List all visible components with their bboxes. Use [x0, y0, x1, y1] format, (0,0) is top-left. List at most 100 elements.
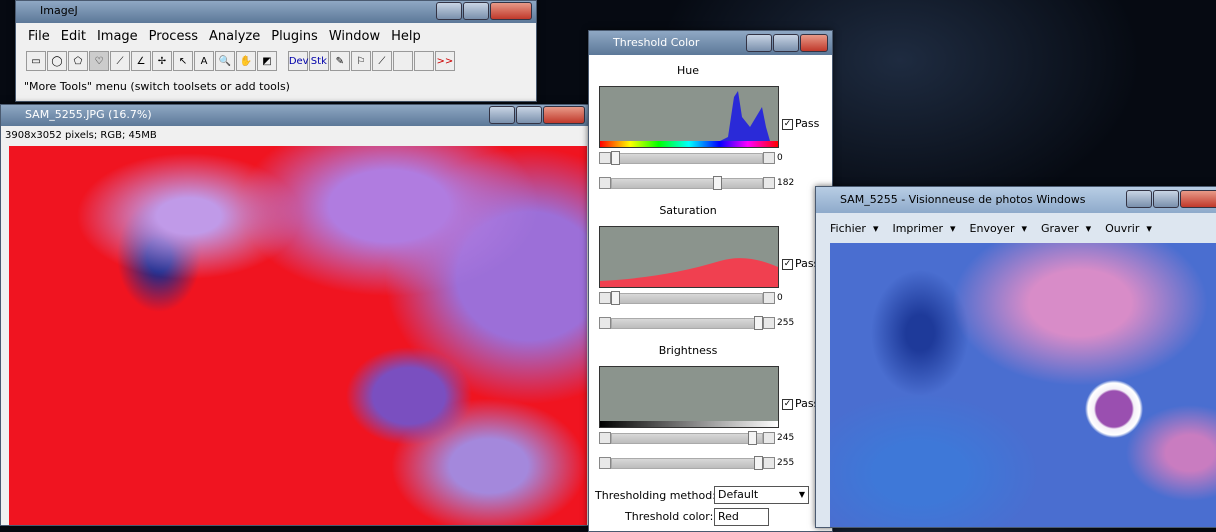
slider[interactable]	[599, 152, 775, 164]
tool[interactable]: Dev	[288, 51, 308, 71]
tool[interactable]: ◯	[47, 51, 67, 71]
menu-item[interactable]: Ouvrir ▾	[1105, 222, 1152, 235]
slider-thumb[interactable]	[713, 176, 722, 190]
tool[interactable]: Stk	[309, 51, 329, 71]
histogram	[599, 226, 779, 288]
slider-value: 245	[777, 433, 794, 443]
slider-arrow[interactable]	[599, 177, 611, 189]
section-label: Hue	[599, 64, 777, 77]
slider-thumb[interactable]	[754, 456, 763, 470]
slider-thumb[interactable]	[754, 316, 763, 330]
tool[interactable]: ⚐	[351, 51, 371, 71]
window-title: ImageJ	[40, 4, 78, 17]
tool[interactable]: ⬠	[68, 51, 88, 71]
image-window: SAM_5255.JPG (16.7%) 3908x3052 pixels; R…	[0, 104, 590, 526]
menu-item[interactable]: Graver ▾	[1041, 222, 1091, 235]
slider-arrow[interactable]	[763, 292, 775, 304]
method-label: Thresholding method:	[595, 489, 716, 502]
slider-track	[611, 458, 763, 469]
tool[interactable]: ∠	[131, 51, 151, 71]
photo-viewer-window: SAM_5255 - Visionneuse de photos Windows…	[815, 186, 1216, 528]
slider[interactable]	[599, 177, 775, 189]
pass-checkbox[interactable]: ✓	[782, 399, 793, 410]
menu-item[interactable]: Edit	[61, 29, 86, 44]
image-info: 3908x3052 pixels; RGB; 45MB	[5, 130, 157, 141]
menu-item[interactable]: Analyze	[209, 29, 260, 44]
method-value: Default	[718, 488, 758, 501]
menu-item[interactable]: Process	[149, 29, 198, 44]
slider-arrow[interactable]	[763, 432, 775, 444]
tool[interactable]: ✎	[330, 51, 350, 71]
slider-value: 0	[777, 153, 783, 163]
slider-arrow[interactable]	[763, 317, 775, 329]
slider-arrow[interactable]	[599, 292, 611, 304]
tool[interactable]: ✢	[152, 51, 172, 71]
slider[interactable]	[599, 317, 775, 329]
tool[interactable]: >>	[435, 51, 455, 71]
tool[interactable]: ⟋	[372, 51, 392, 71]
histogram	[599, 366, 779, 428]
window-title: SAM_5255 - Visionneuse de photos Windows	[840, 193, 1086, 206]
menu-item[interactable]: Imprimer ▾	[892, 222, 955, 235]
histogram-plot	[600, 227, 778, 287]
photo-image	[830, 243, 1216, 528]
menu-item[interactable]: Image	[97, 29, 138, 44]
slider-value: 182	[777, 178, 794, 188]
slider[interactable]	[599, 432, 775, 444]
slider[interactable]	[599, 292, 775, 304]
window-buttons[interactable]	[436, 2, 532, 20]
histogram	[599, 86, 779, 148]
slider-value: 255	[777, 458, 794, 468]
color-select[interactable]: Red	[714, 508, 769, 526]
section-label: Saturation	[599, 204, 777, 217]
menu-item[interactable]: Plugins	[271, 29, 318, 44]
thresholded-image	[9, 146, 587, 526]
pass-label: Pass	[795, 117, 819, 130]
tool[interactable]: A	[194, 51, 214, 71]
menu-item[interactable]: Envoyer ▾	[970, 222, 1027, 235]
tool[interactable]: ⟋	[110, 51, 130, 71]
menu-item[interactable]: Fichier ▾	[830, 222, 878, 235]
menu-bar: File Edit Image Process Analyze Plugins Window…	[28, 29, 421, 44]
pass-checkbox[interactable]: ✓	[782, 119, 793, 130]
tool[interactable]: ↖	[173, 51, 193, 71]
slider-value: 0	[777, 293, 783, 303]
slider-value: 255	[777, 318, 794, 328]
histogram-plot	[600, 87, 778, 147]
slider-track	[611, 293, 763, 304]
slider-arrow[interactable]	[763, 457, 775, 469]
slider-arrow[interactable]	[599, 317, 611, 329]
pass-checkbox[interactable]: ✓	[782, 259, 793, 270]
tool[interactable]: ✋	[236, 51, 256, 71]
section-label: Brightness	[599, 344, 777, 357]
window-buttons[interactable]	[489, 106, 585, 124]
method-select[interactable]: Default▼	[714, 486, 809, 504]
slider-arrow[interactable]	[599, 432, 611, 444]
slider-track	[611, 318, 763, 329]
menu-item[interactable]: File	[28, 29, 50, 44]
slider[interactable]	[599, 457, 775, 469]
window-title: SAM_5255.JPG (16.7%)	[25, 108, 152, 121]
slider-thumb[interactable]	[611, 151, 620, 165]
tool[interactable]: 🔍	[215, 51, 235, 71]
window-buttons[interactable]	[1126, 190, 1216, 208]
slider-arrow[interactable]	[763, 152, 775, 164]
status-line: "More Tools" menu (switch toolsets or ad…	[24, 80, 290, 93]
menu-item[interactable]: Window	[329, 29, 380, 44]
slider-thumb[interactable]	[748, 431, 757, 445]
tool[interactable]: ♡	[89, 51, 109, 71]
slider-track	[611, 153, 763, 164]
tool[interactable]	[414, 51, 434, 71]
window-buttons[interactable]	[746, 34, 828, 52]
tool[interactable]: ◩	[257, 51, 277, 71]
slider-track	[611, 433, 763, 444]
tool[interactable]	[393, 51, 413, 71]
slider-arrow[interactable]	[763, 177, 775, 189]
slider-thumb[interactable]	[611, 291, 620, 305]
slider-arrow[interactable]	[599, 457, 611, 469]
menu-item[interactable]: Help	[391, 29, 421, 44]
tool[interactable]: ▭	[26, 51, 46, 71]
color-value: Red	[718, 510, 739, 523]
slider-arrow[interactable]	[599, 152, 611, 164]
